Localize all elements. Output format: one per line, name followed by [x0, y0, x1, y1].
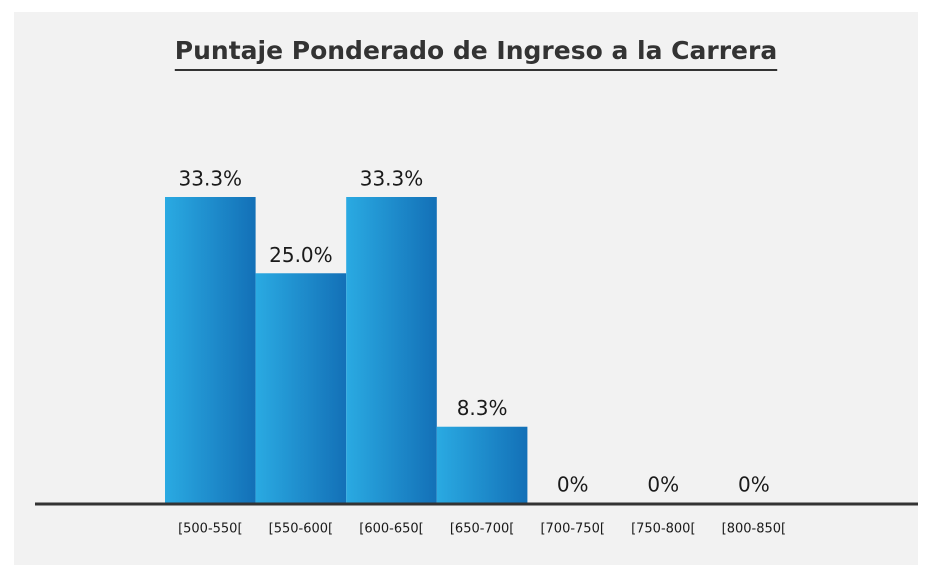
value-label: 0% — [557, 473, 589, 497]
x-tick-label: [750-800[ — [631, 522, 695, 537]
value-label: 25.0% — [269, 243, 333, 267]
x-tick-label: [550-600[ — [269, 522, 333, 537]
value-label: 0% — [738, 473, 770, 497]
bar — [165, 197, 256, 503]
value-label: 33.3% — [360, 167, 424, 191]
x-tick-label: [500-550[ — [178, 522, 242, 537]
value-label: 33.3% — [179, 167, 243, 191]
bar — [346, 197, 437, 503]
bar — [255, 273, 347, 503]
x-tick-label: [700-750[ — [540, 522, 604, 537]
bar — [436, 426, 528, 503]
value-label: 0% — [647, 473, 679, 497]
chart-title: Puntaje Ponderado de Ingreso a la Carrer… — [175, 36, 777, 65]
x-tick-label: [650-700[ — [450, 522, 514, 537]
value-label: 8.3% — [457, 396, 508, 420]
x-tick-label: [600-650[ — [359, 522, 423, 537]
x-tick-label: [800-850[ — [722, 522, 786, 537]
